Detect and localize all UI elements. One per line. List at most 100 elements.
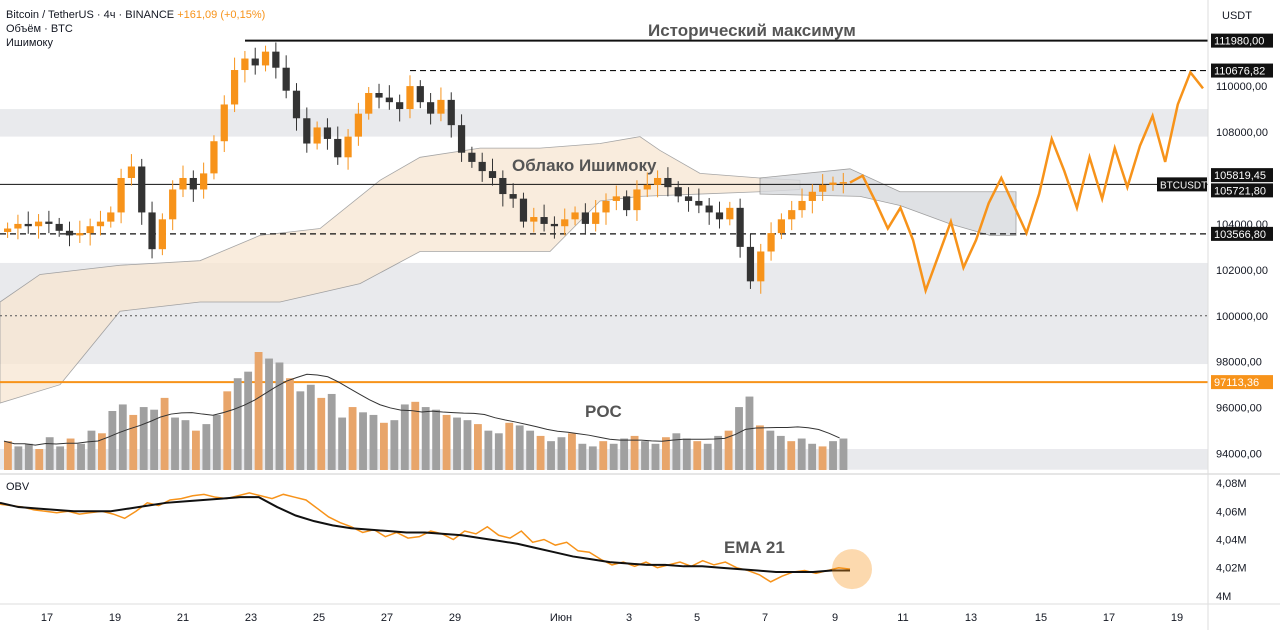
time-tick: 29 — [449, 612, 461, 624]
price-label-box — [1211, 168, 1273, 183]
candle-body — [736, 207, 744, 247]
volume-bar — [526, 430, 535, 470]
volume-bar — [369, 414, 378, 470]
candle-body — [334, 138, 342, 158]
price-tick: 98000,00 — [1216, 357, 1262, 369]
price-label: 103566,80 — [1214, 229, 1266, 241]
candle-body — [602, 200, 610, 213]
volume-legend[interactable]: Объём · BTC — [6, 23, 73, 35]
candle-body — [96, 221, 105, 227]
volume-bar — [787, 441, 796, 470]
candle-body — [251, 58, 259, 66]
volume-bar — [129, 414, 138, 470]
volume-bar — [296, 391, 305, 470]
candle-body — [488, 171, 497, 178]
price-tick: 110000,00 — [1216, 81, 1267, 93]
candle-body — [344, 136, 352, 158]
time-tick: 7 — [762, 612, 768, 624]
candle-body — [292, 90, 301, 119]
time-tick: 17 — [1103, 612, 1115, 624]
chart-legend: Bitcoin / TetherUS · 4ч · BINANCE +161,0… — [6, 8, 265, 50]
volume-bar — [474, 424, 482, 470]
price-label-box — [1211, 63, 1273, 78]
volume-bar — [348, 407, 357, 470]
volume-bar — [662, 437, 670, 470]
price-tick: 96000,00 — [1216, 403, 1262, 415]
volume-bar — [578, 443, 587, 470]
time-tick: 15 — [1035, 612, 1047, 624]
candle-body — [107, 212, 115, 222]
volume-bar — [390, 420, 399, 470]
volume-bar — [139, 407, 148, 470]
candle-body — [530, 217, 538, 222]
volume-bar — [609, 443, 618, 470]
candle-body — [313, 127, 321, 144]
obv-legend[interactable]: OBV — [6, 481, 30, 493]
time-tick: 17 — [41, 612, 53, 624]
candle-body — [323, 127, 332, 139]
candle-body — [272, 51, 280, 68]
volume-bar — [265, 358, 273, 470]
volume-bar — [641, 441, 649, 470]
ticker-tag: BTCUSDT — [1160, 180, 1207, 191]
volume-bar — [735, 407, 743, 470]
candle-body — [65, 230, 74, 236]
candle-body — [623, 196, 631, 211]
volume-bar — [400, 404, 409, 470]
price-label: 105819,45 — [1214, 170, 1266, 182]
candle-body — [653, 177, 662, 185]
volume-bar — [432, 409, 441, 470]
time-tick: 9 — [832, 612, 838, 624]
obv-tick: 4,06M — [1216, 506, 1247, 518]
volume-bar — [505, 422, 514, 470]
candle-body — [674, 187, 682, 197]
time-tick: 27 — [381, 612, 393, 624]
candle-body — [829, 182, 837, 185]
volume-bar — [829, 441, 837, 470]
volume-layer — [3, 352, 848, 470]
candle-body — [385, 97, 393, 103]
volume-bar — [233, 378, 242, 470]
candle-body — [261, 51, 270, 66]
volume-bar — [693, 441, 702, 470]
volume-bar — [160, 397, 169, 470]
volume-bar — [317, 397, 326, 470]
ticker-tag-box — [1157, 177, 1207, 192]
candle-body — [447, 99, 455, 126]
volume-bar — [275, 362, 284, 470]
volume-bar — [192, 430, 200, 470]
candle-body — [117, 177, 125, 213]
projection-path — [849, 69, 1204, 295]
volume-bar — [359, 412, 367, 470]
volume-bar — [4, 441, 12, 470]
candle-body — [158, 219, 166, 250]
volume-bar — [494, 433, 503, 470]
candle-body — [540, 217, 548, 224]
volume-bar — [421, 407, 430, 470]
price-label-box — [1211, 33, 1273, 48]
currency-label[interactable]: USDT — [1222, 10, 1252, 22]
obv-tick: 4,08M — [1216, 478, 1247, 490]
candle-body — [581, 212, 589, 224]
candle-body — [757, 251, 765, 282]
cloud-annotation: Облако Ишимоку — [512, 156, 657, 175]
volume-bar — [568, 433, 576, 470]
price-label: 110676,82 — [1214, 66, 1265, 78]
symbol-label[interactable]: Bitcoin / TetherUS · 4ч · BINANCE — [6, 9, 175, 21]
volume-bar — [254, 352, 263, 470]
volume-bar — [24, 443, 33, 470]
candle-body — [468, 152, 476, 162]
candle-body — [148, 212, 156, 250]
candle-body — [550, 223, 559, 227]
ema-annotation: EMA 21 — [724, 538, 785, 557]
candle-body — [437, 99, 445, 114]
time-tick: 5 — [694, 612, 700, 624]
time-tick: 3 — [626, 612, 632, 624]
volume-bar — [672, 433, 681, 470]
ichimoku-legend[interactable]: Ишимоку — [6, 37, 53, 49]
candle-body — [138, 166, 146, 213]
price-label: 105721,80 — [1214, 185, 1266, 197]
candle-body — [427, 102, 435, 114]
volume-bar — [453, 417, 461, 470]
